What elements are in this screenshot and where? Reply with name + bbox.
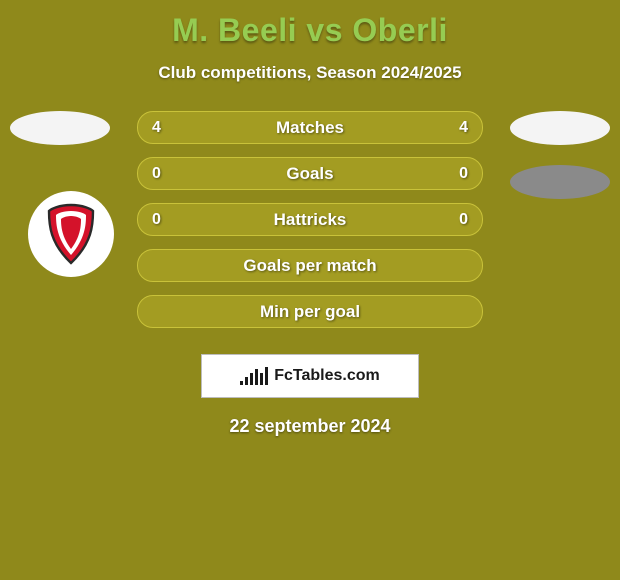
stat-label: Goals per match xyxy=(243,256,376,276)
content-area: 4 Matches 4 0 Goals 0 0 Hattricks 0 Goal… xyxy=(0,111,620,437)
bar-3 xyxy=(250,373,253,385)
player-avatar-right xyxy=(510,111,610,145)
stat-left-value: 4 xyxy=(152,119,161,137)
stat-row-min-per-goal: Min per goal xyxy=(137,295,483,328)
stat-label: Hattricks xyxy=(274,210,347,230)
player-avatar-left xyxy=(10,111,110,145)
club-badge-left xyxy=(28,191,114,277)
stat-label: Matches xyxy=(276,118,344,138)
stats-rows: 4 Matches 4 0 Goals 0 0 Hattricks 0 Goal… xyxy=(137,111,483,328)
brand-badge[interactable]: FcTables.com xyxy=(201,354,419,398)
stat-right-value: 0 xyxy=(459,211,468,229)
stat-row-hattricks: 0 Hattricks 0 xyxy=(137,203,483,236)
stat-row-goals-per-match: Goals per match xyxy=(137,249,483,282)
bar-4 xyxy=(255,369,258,385)
stat-right-value: 4 xyxy=(459,119,468,137)
subtitle: Club competitions, Season 2024/2025 xyxy=(0,63,620,83)
bars-icon xyxy=(240,367,268,385)
club-badge-right xyxy=(510,165,610,199)
stat-label: Goals xyxy=(286,164,333,184)
brand-text: FcTables.com xyxy=(274,367,380,385)
stat-label: Min per goal xyxy=(260,302,360,322)
bar-1 xyxy=(240,381,243,385)
stat-row-matches: 4 Matches 4 xyxy=(137,111,483,144)
stat-left-value: 0 xyxy=(152,165,161,183)
comparison-card: M. Beeli vs Oberli Club competitions, Se… xyxy=(0,0,620,580)
shield-icon xyxy=(45,203,97,265)
stat-right-value: 0 xyxy=(459,165,468,183)
page-title: M. Beeli vs Oberli xyxy=(0,0,620,49)
stat-left-value: 0 xyxy=(152,211,161,229)
bar-5 xyxy=(260,373,263,385)
bar-2 xyxy=(245,377,248,385)
stat-row-goals: 0 Goals 0 xyxy=(137,157,483,190)
date-text: 22 september 2024 xyxy=(0,416,620,437)
bar-6 xyxy=(265,367,268,385)
